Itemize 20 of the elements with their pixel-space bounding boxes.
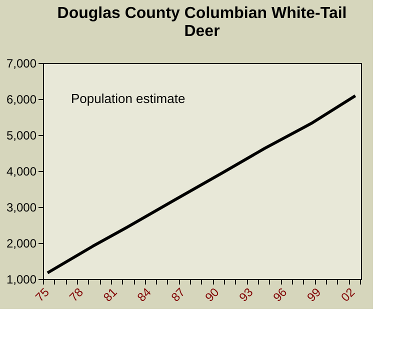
y-tick-label: 5,000 bbox=[6, 128, 37, 142]
x-tick-label: 93 bbox=[236, 284, 256, 304]
y-tick-label: 3,000 bbox=[6, 200, 37, 214]
x-tick-label: 81 bbox=[100, 284, 120, 304]
line-series bbox=[46, 94, 357, 274]
y-tick-label: 4,000 bbox=[6, 164, 37, 178]
y-tick-label: 1,000 bbox=[6, 272, 37, 286]
y-tick-label: 7,000 bbox=[6, 56, 37, 70]
x-tick-label: 87 bbox=[168, 284, 188, 304]
y-tick-label: 2,000 bbox=[6, 236, 37, 250]
x-tick-label: 96 bbox=[270, 284, 290, 304]
y-tick-label: 6,000 bbox=[6, 92, 37, 106]
x-tick-label: 02 bbox=[338, 284, 358, 304]
text: Population estimate bbox=[71, 91, 186, 106]
chart-title: Douglas County Columbian White-Tail Deer bbox=[57, 5, 347, 40]
x-tick-label: 78 bbox=[66, 284, 86, 304]
x-tick-label: 99 bbox=[304, 284, 324, 304]
x-tick-label: 75 bbox=[32, 284, 52, 304]
x-tick-label: 90 bbox=[202, 284, 222, 304]
x-tick-label: 84 bbox=[134, 284, 154, 304]
